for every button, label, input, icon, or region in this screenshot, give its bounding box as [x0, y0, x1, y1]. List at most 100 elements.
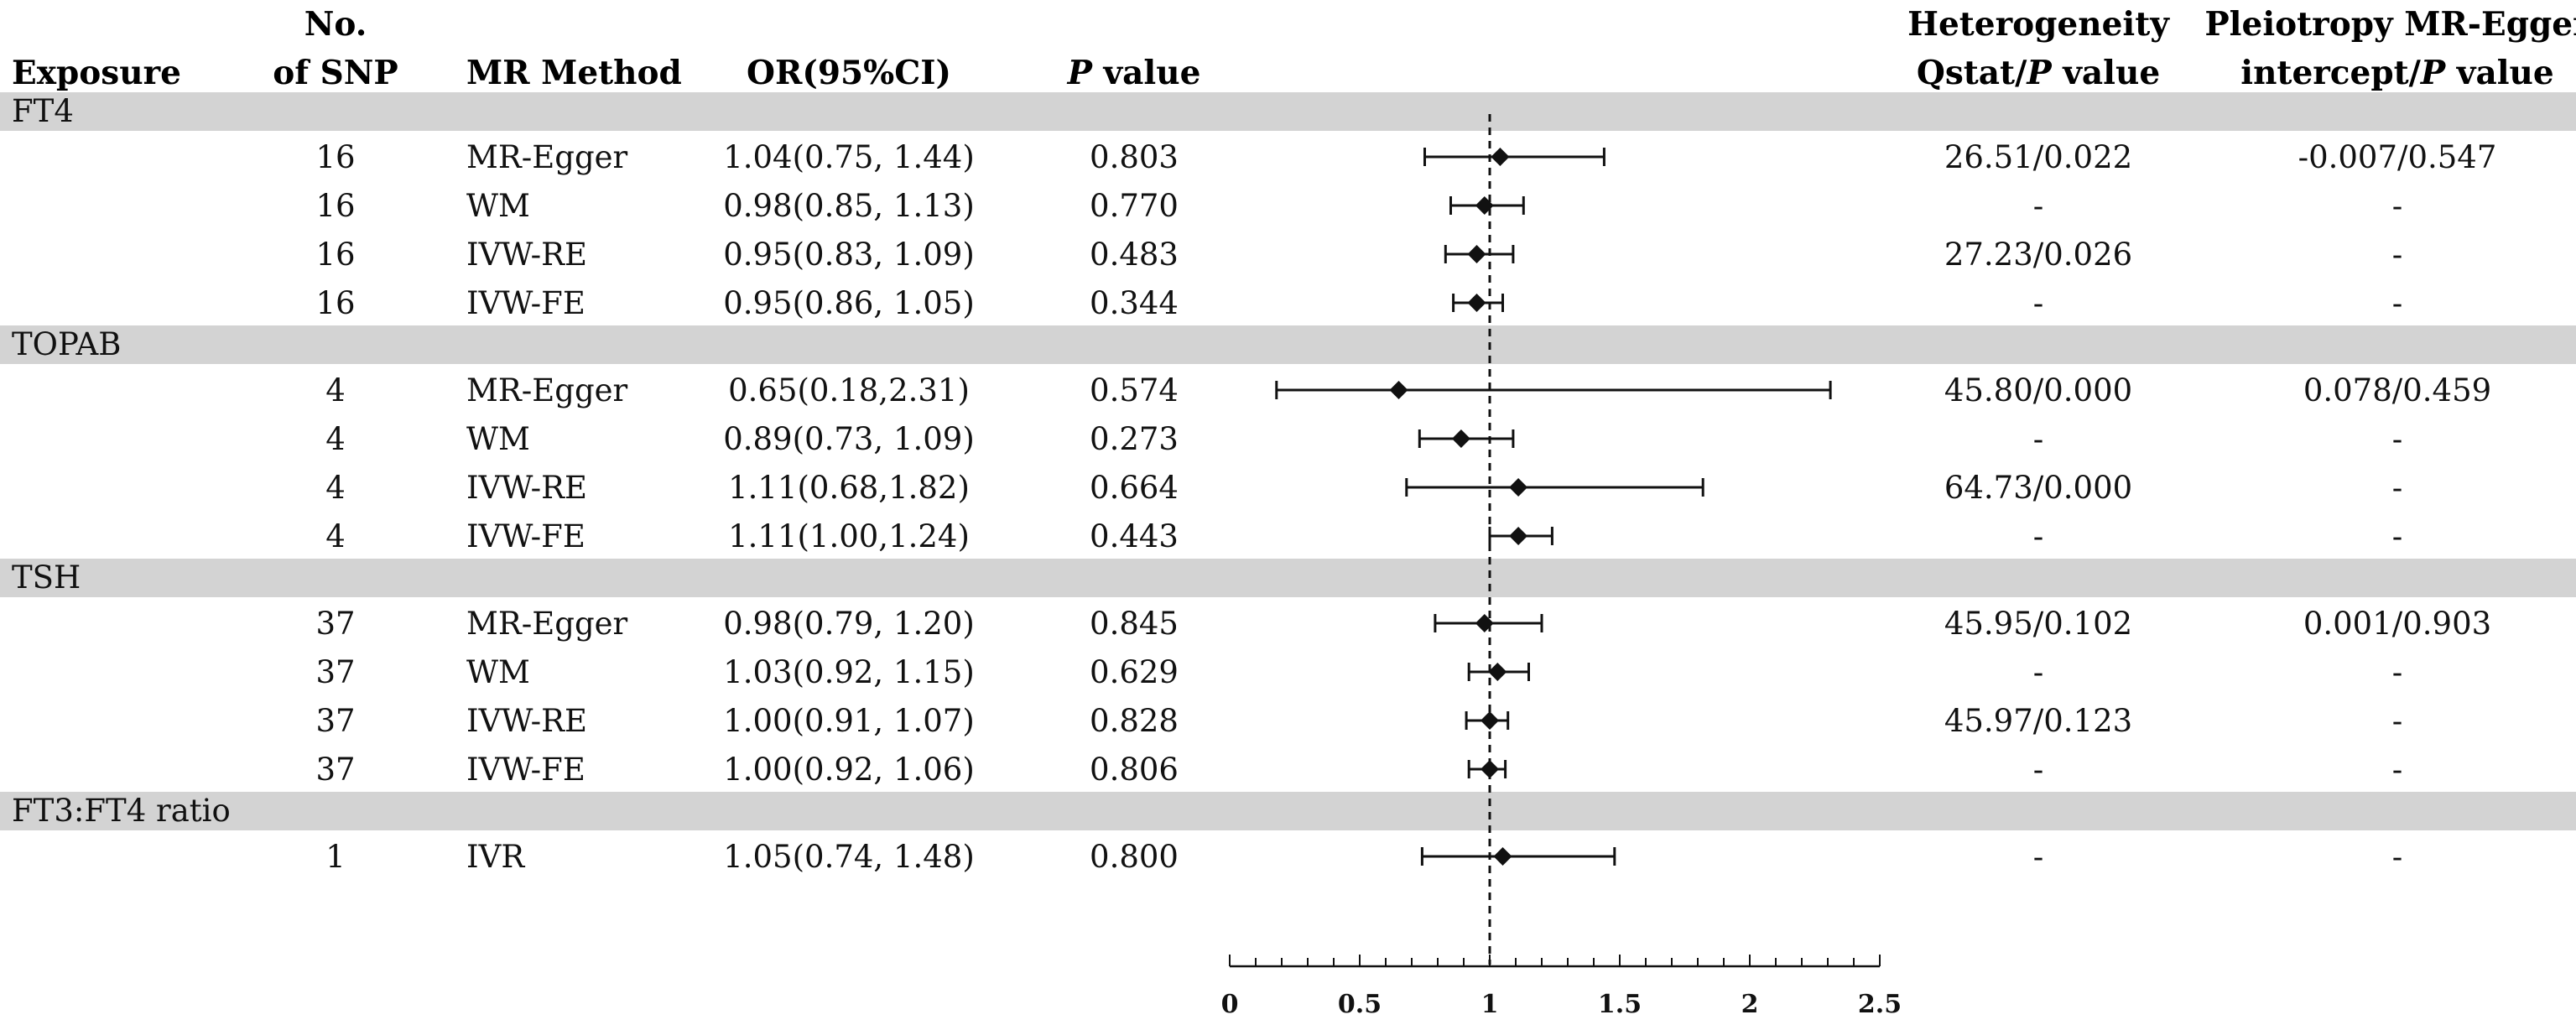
p-value-cell: 0.800 [1090, 839, 1179, 875]
point-estimate [1509, 527, 1528, 545]
group-label: TOPAB [12, 326, 121, 362]
method-cell: IVR [466, 839, 525, 875]
or-ci-cell: 0.89(0.73, 1.09) [723, 421, 975, 457]
p-value-cell: 0.629 [1090, 654, 1179, 690]
pleiotropy-cell: - [2392, 421, 2403, 457]
method-cell: IVW-FE [466, 518, 585, 554]
nsnp-cell: 4 [325, 518, 346, 554]
method-cell: IVW-FE [466, 285, 585, 321]
p-value-cell: 0.483 [1090, 237, 1179, 273]
heterogeneity-cell: - [2033, 839, 2044, 875]
p-value-cell: 0.828 [1090, 703, 1179, 739]
x-tick-label: 1 [1481, 990, 1499, 1019]
p-value-cell: 0.443 [1090, 518, 1179, 554]
or-ci-cell: 1.00(0.91, 1.07) [723, 703, 975, 739]
plot-area [1275, 114, 1832, 965]
group-band [0, 792, 2576, 830]
p-value-cell: 0.664 [1090, 470, 1179, 506]
or-ci-cell: 0.95(0.83, 1.09) [723, 237, 975, 273]
header-nsnp-line1: No. [304, 5, 367, 44]
header-pleio-b: value [2445, 54, 2554, 92]
header-exposure: Exposure [12, 54, 181, 92]
header-pleio-p: P [2420, 54, 2447, 92]
nsnp-cell: 16 [315, 237, 355, 273]
p-value-cell: 0.574 [1090, 372, 1179, 408]
x-tick-label: 0.5 [1338, 990, 1382, 1019]
or-ci-cell: 0.98(0.85, 1.13) [723, 188, 975, 224]
method-cell: IVW-RE [466, 237, 587, 273]
method-cell: MR-Egger [466, 372, 628, 408]
column-headers: Exposure No. of SNP MR Method OR(95%CI) … [12, 5, 2576, 92]
header-het-p: P [2026, 54, 2053, 92]
nsnp-cell: 4 [325, 372, 346, 408]
header-nsnp-line2: of SNP [273, 54, 398, 92]
method-cell: IVW-FE [466, 752, 585, 788]
x-axis: 0 0.5 1 1.5 2 2.5 [1221, 955, 1902, 1019]
nsnp-cell: 16 [315, 285, 355, 321]
heterogeneity-cell: 64.73/0.000 [1944, 470, 2132, 506]
method-cell: IVW-RE [466, 470, 587, 506]
pleiotropy-cell: - [2392, 703, 2403, 739]
or-ci-cell: 1.03(0.92, 1.15) [723, 654, 975, 690]
pleiotropy-cell: - [2392, 285, 2403, 321]
nsnp-cell: 37 [315, 654, 355, 690]
p-value-cell: 0.806 [1090, 752, 1179, 788]
pleiotropy-cell: - [2392, 518, 2403, 554]
nsnp-cell: 16 [315, 139, 355, 175]
pleiotropy-cell: - [2392, 752, 2403, 788]
method-cell: MR-Egger [466, 139, 628, 175]
point-estimate [1481, 760, 1499, 778]
or-ci-cell: 1.11(0.68,1.82) [728, 470, 970, 506]
x-tick-label: 1.5 [1598, 990, 1642, 1019]
group-band [0, 325, 2576, 364]
heterogeneity-cell: 45.95/0.102 [1944, 606, 2132, 642]
group-label: FT3:FT4 ratio [12, 793, 231, 829]
point-estimate [1488, 663, 1507, 681]
pleiotropy-cell: -0.007/0.547 [2298, 139, 2497, 175]
group-band [0, 559, 2576, 597]
p-value-cell: 0.770 [1090, 188, 1179, 224]
header-heterogeneity-line1: Heterogeneity [1907, 5, 2170, 44]
point-estimate [1389, 381, 1408, 399]
method-cell: MR-Egger [466, 606, 628, 642]
header-p-italic: P [1067, 54, 1094, 92]
or-ci-cell: 1.04(0.75, 1.44) [723, 139, 975, 175]
header-mr-method: MR Method [466, 54, 682, 92]
heterogeneity-cell: 45.80/0.000 [1944, 372, 2132, 408]
method-cell: WM [466, 421, 530, 457]
pleiotropy-cell: - [2392, 654, 2403, 690]
method-cell: IVW-RE [466, 703, 587, 739]
method-cell: WM [466, 188, 530, 224]
header-heterogeneity-line2: Qstat/P value [1917, 54, 2160, 92]
header-het-a: Qstat/ [1917, 54, 2027, 92]
header-or-ci: OR(95%CI) [747, 54, 951, 92]
or-ci-cell: 1.11(1.00,1.24) [728, 518, 970, 554]
pleiotropy-cell: 0.078/0.459 [2303, 372, 2491, 408]
heterogeneity-cell: - [2033, 421, 2044, 457]
nsnp-cell: 4 [325, 470, 346, 506]
heterogeneity-cell: 27.23/0.026 [1944, 237, 2132, 273]
pleiotropy-cell: - [2392, 470, 2403, 506]
or-ci-cell: 0.65(0.18,2.31) [728, 372, 970, 408]
pleiotropy-cell: - [2392, 237, 2403, 273]
or-ci-cell: 1.00(0.92, 1.06) [723, 752, 975, 788]
heterogeneity-cell: - [2033, 752, 2044, 788]
heterogeneity-cell: 45.97/0.123 [1944, 703, 2132, 739]
heterogeneity-cell: - [2033, 518, 2044, 554]
header-p-rest: value [1092, 54, 1201, 92]
point-estimate [1451, 429, 1470, 448]
group-bands [0, 92, 2576, 830]
pleiotropy-cell: - [2392, 188, 2403, 224]
data-rows: FT4 16 MR-Egger 1.04(0.75, 1.44) 0.803 26.51/… [12, 93, 2496, 875]
p-value-cell: 0.273 [1090, 421, 1179, 457]
point-estimate [1493, 847, 1512, 866]
nsnp-cell: 37 [315, 752, 355, 788]
group-band [0, 92, 2576, 131]
nsnp-cell: 16 [315, 188, 355, 224]
point-estimate [1509, 478, 1528, 497]
x-tick-label: 2 [1741, 990, 1759, 1019]
nsnp-cell: 1 [325, 839, 346, 875]
or-ci-cell: 0.95(0.86, 1.05) [723, 285, 975, 321]
x-tick-label: 0 [1221, 990, 1239, 1019]
